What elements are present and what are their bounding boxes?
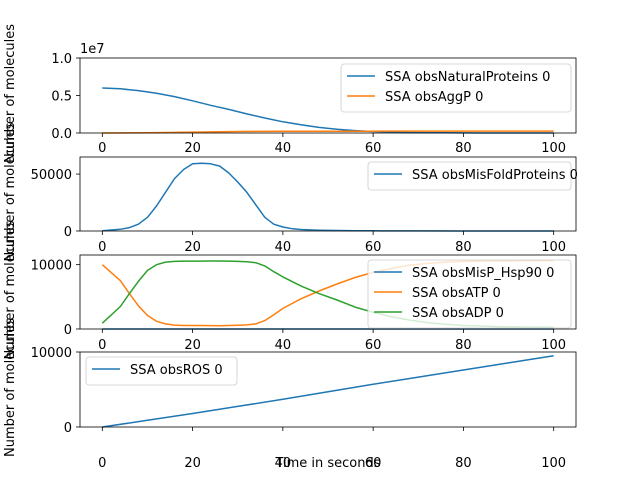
legend-frame [367,161,572,191]
y-axis-label: Number of molecules [3,220,18,359]
legend-entry-label: SSA obsADP 0 [412,306,504,321]
x-tick-label: 60 [365,141,382,156]
x-tick-label: 80 [455,141,472,156]
x-tick-label: 20 [184,141,201,156]
x-tick-label: 100 [541,240,566,255]
y-axis-label: Number of molecules [3,24,18,163]
legend-entry-label: SSA obsMisFoldProteins 0 [412,168,578,183]
y-tick-label: 0.5 [51,90,72,105]
legend: SSA obsMisFoldProteins 0 [367,161,578,191]
x-tick-label: 100 [541,141,566,156]
axes-frame [79,351,577,428]
x-tick-label: 20 [184,240,201,255]
x-tick-label: 80 [455,456,472,471]
x-tick-label: 60 [365,338,382,353]
legend-entry-label: SSA obsATP 0 [412,286,501,301]
y-tick-label: 50000 [31,168,72,183]
y-axis-label: Number of molecules [3,318,18,457]
y-offset-label: 1e7 [80,42,105,57]
x-tick-label: 0 [98,240,106,255]
legend-frame [367,259,572,329]
x-tick-label: 0 [98,141,106,156]
y-axis-label: Number of molecules [3,122,18,261]
x-tick-label: 20 [184,456,201,471]
axes-frame [79,254,577,330]
x-tick-label: 40 [275,456,292,471]
legend-frame [85,356,238,386]
y-tick-label: 0 [64,421,72,436]
series-line-2 [102,130,554,134]
subplot-2: 0 20 40 60 80 100 0 50000 Number of molecules SSA… [3,122,578,261]
subplots: 0 20 40 60 80 100 0.0 0.5 1.0 1e7 Number of molecu… [3,24,578,471]
legend-entry-label: SSA obsROS 0 [130,363,223,378]
y-tick-label: 0 [64,323,72,338]
legend-frame [340,63,572,113]
axes-frame [79,156,577,232]
x-tick-label: 60 [365,240,382,255]
y-tick-label: 10000 [31,346,72,361]
legend-entry-label: SSA obsMisP_Hsp90 0 [412,266,554,281]
x-tick-label: 20 [184,338,201,353]
y-tick-label: 10000 [31,259,72,274]
x-tick-label: 80 [455,338,472,353]
legend: SSA obsNaturalProteins 0 SSA obsAggP 0 [340,63,572,113]
legend-entry-label: SSA obsNaturalProteins 0 [385,70,550,85]
x-tick-label: 40 [275,338,292,353]
legend: SSA obsROS 0 [85,356,238,386]
x-tick-label: 0 [98,456,106,471]
x-tick-label: 80 [455,240,472,255]
y-tick-label: 0.0 [51,127,72,142]
x-tick-label: 0 [98,338,106,353]
x-tick-label: 40 [275,141,292,156]
x-tick-label: 100 [541,338,566,353]
x-tick-label: 60 [365,456,382,471]
x-tick-label: 40 [275,240,292,255]
legend-entry-label: SSA obsAggP 0 [385,90,483,105]
y-tick-label: 1.0 [51,52,72,67]
subplot-1: 0 20 40 60 80 100 0.0 0.5 1.0 1e7 Number of molecu… [3,24,577,163]
x-axis-label: Time in seconds [274,456,380,471]
y-tick-label: 0 [64,225,72,240]
legend: SSA obsMisP_Hsp90 0 SSA obsATP 0 SSA obsAD… [367,259,572,329]
x-tick-label: 100 [541,456,566,471]
series-line-1 [102,355,554,428]
